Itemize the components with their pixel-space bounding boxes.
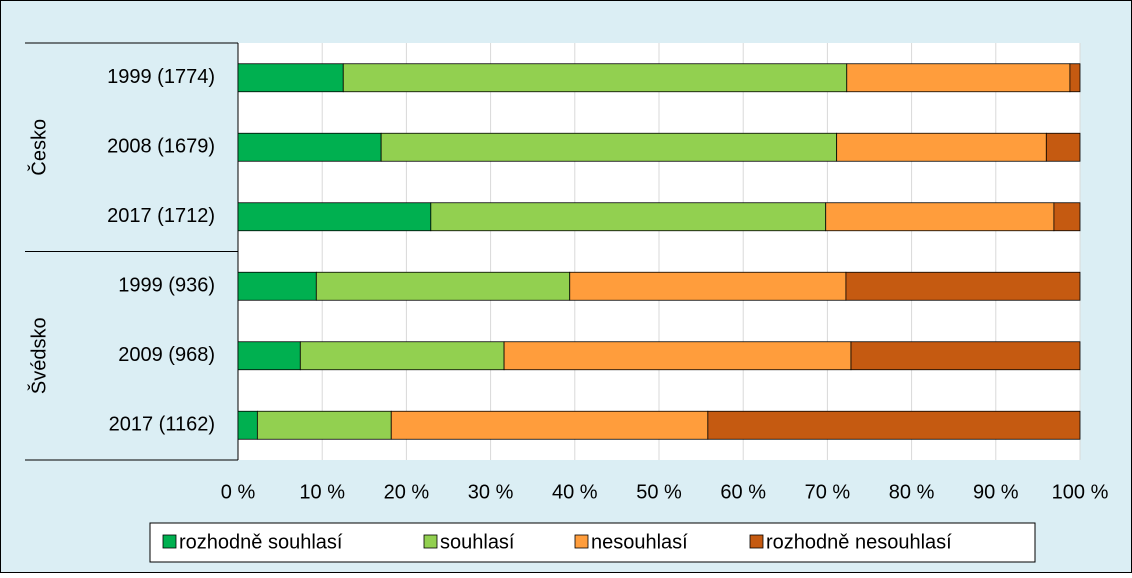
legend-swatch bbox=[749, 534, 764, 549]
x-tick-label: 60 % bbox=[720, 481, 766, 503]
bar-segment bbox=[299, 341, 505, 371]
x-tick-label: 70 % bbox=[805, 481, 851, 503]
bar-segment bbox=[707, 410, 1081, 440]
legend-label: rozhodně souhlasí bbox=[179, 531, 343, 553]
x-tick-label: 0 % bbox=[221, 481, 256, 503]
legend-label: nesouhlasí bbox=[591, 531, 688, 553]
bar-segment bbox=[237, 341, 301, 371]
y-tick-label: 1999 (936) bbox=[118, 275, 215, 297]
bar-segment bbox=[836, 132, 1047, 162]
bar-segment bbox=[256, 410, 392, 440]
bar-segment bbox=[1045, 132, 1081, 162]
y-tick-label: 2009 (968) bbox=[118, 344, 215, 366]
bar-segment bbox=[846, 63, 1071, 93]
bar-segment bbox=[342, 63, 848, 93]
bar-segment bbox=[237, 202, 432, 232]
group-label: Švédsko bbox=[27, 317, 50, 394]
x-tick-label: 100 % bbox=[1052, 481, 1109, 503]
y-tick-label: 2008 (1679) bbox=[107, 136, 215, 158]
legend-swatch bbox=[574, 534, 589, 549]
bar-segment bbox=[825, 202, 1055, 232]
legend-swatch bbox=[423, 534, 438, 549]
bar-segment bbox=[569, 271, 847, 301]
x-tick-label: 40 % bbox=[552, 481, 598, 503]
y-tick-label: 1999 (1774) bbox=[107, 66, 215, 88]
x-tick-label: 20 % bbox=[384, 481, 430, 503]
x-tick-label: 90 % bbox=[973, 481, 1019, 503]
legend-swatch bbox=[162, 534, 177, 549]
bar-segment bbox=[237, 410, 258, 440]
bar-segment bbox=[315, 271, 571, 301]
bar-segment bbox=[380, 132, 838, 162]
bar-segment bbox=[237, 132, 382, 162]
legend-box bbox=[149, 522, 1036, 563]
x-tick-label: 50 % bbox=[636, 481, 682, 503]
bar-segment bbox=[1069, 63, 1081, 93]
legend-label: rozhodně nesouhlasí bbox=[766, 531, 952, 553]
bar-segment bbox=[850, 341, 1081, 371]
bar-segment bbox=[237, 63, 344, 93]
x-tick-label: 30 % bbox=[468, 481, 514, 503]
bar-segment bbox=[1053, 202, 1081, 232]
bar-segment bbox=[845, 271, 1081, 301]
bar-segment bbox=[237, 271, 317, 301]
legend-label: souhlasí bbox=[440, 531, 515, 553]
bar-segment bbox=[503, 341, 852, 371]
group-label: Česko bbox=[27, 119, 50, 176]
y-tick-label: 2017 (1712) bbox=[107, 205, 215, 227]
bar-segment bbox=[430, 202, 827, 232]
x-tick-label: 10 % bbox=[299, 481, 345, 503]
y-tick-label: 2017 (1162) bbox=[109, 414, 215, 436]
bar-segment bbox=[390, 410, 709, 440]
x-tick-label: 80 % bbox=[889, 481, 935, 503]
